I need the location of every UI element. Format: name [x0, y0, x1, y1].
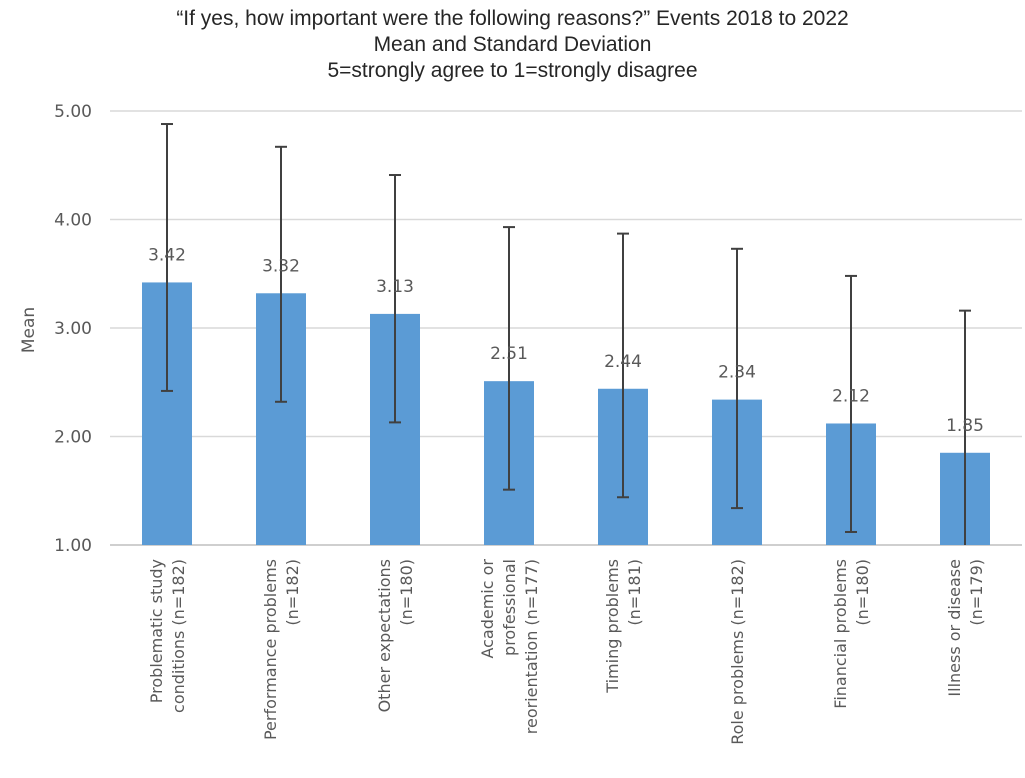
category-label-line: (n=180)	[853, 559, 872, 626]
category-label-line: (n=182)	[283, 559, 302, 626]
category-label-line: Illness or disease	[945, 559, 964, 697]
category-label-line: Timing problems	[603, 559, 622, 694]
data-labels: 3.42 3.32 3.13 2.51 2.44 2.34 2.12 1.85	[148, 245, 984, 435]
category-label-line: (n=180)	[397, 559, 416, 626]
error-bars	[161, 123, 971, 545]
data-label: 3.13	[376, 277, 414, 297]
data-label: 1.85	[946, 416, 984, 436]
category-label-line: Academic or	[478, 559, 497, 659]
category-label-line: (n=179)	[967, 559, 986, 626]
category-label: Illness or disease (n=179)	[945, 559, 986, 697]
category-label: Problematic study conditions (n=182)	[147, 559, 188, 713]
category-label-line: professional	[500, 559, 519, 656]
category-label-line: Other expectations	[375, 559, 394, 712]
y-tick-label: 2.00	[54, 428, 92, 448]
y-tick-label: 5.00	[54, 102, 92, 122]
category-label-line: Role problems (n=182)	[728, 559, 747, 745]
chart-title-line-1: “If yes, how important were the followin…	[176, 7, 849, 30]
category-label: Other expectations (n=180)	[375, 559, 416, 712]
y-tick-label: 4.00	[54, 211, 92, 231]
bars	[142, 282, 990, 545]
category-label: Academic or professional reorientation (n=…	[478, 559, 541, 735]
category-label: Role problems (n=182)	[728, 559, 747, 745]
category-label-line: Performance problems	[261, 559, 280, 740]
category-label-line: reorientation (n=177)	[522, 559, 541, 734]
chart-title: “If yes, how important were the followin…	[0, 6, 1025, 84]
y-axis-label: Mean	[19, 307, 39, 353]
gridlines	[110, 110, 1022, 546]
data-label: 2.44	[604, 352, 642, 372]
category-labels: Problematic study conditions (n=182) Perfo…	[147, 559, 986, 745]
category-label-line: conditions (n=182)	[169, 559, 188, 713]
category-label: Performance problems (n=182)	[261, 559, 302, 740]
data-label: 2.34	[718, 363, 756, 383]
y-tick-label: 1.00	[54, 536, 92, 556]
data-label: 2.51	[490, 344, 528, 364]
y-tick-label: 3.00	[54, 319, 92, 339]
chart-subtitle-line-2: 5=strongly agree to 1=strongly disagree	[327, 59, 698, 82]
data-label: 3.32	[262, 256, 300, 276]
data-label: 3.42	[148, 245, 186, 265]
y-axis-ticks: 1.00 2.00 3.00 4.00 5.00	[54, 102, 92, 556]
category-label-line: Financial problems	[831, 559, 850, 709]
category-label: Timing problems (n=181)	[603, 559, 644, 694]
category-label: Financial problems (n=180)	[831, 559, 872, 709]
data-label: 2.12	[832, 386, 870, 406]
category-label-line: (n=181)	[625, 559, 644, 626]
chart-subtitle-line-1: Mean and Standard Deviation	[373, 33, 652, 56]
category-label-line: Problematic study	[147, 559, 166, 703]
